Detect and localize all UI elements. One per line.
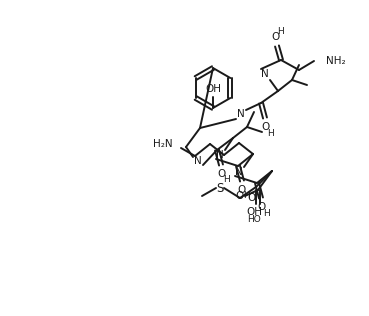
Text: H₂N: H₂N [154, 139, 173, 149]
Text: O: O [238, 185, 246, 195]
Text: S: S [216, 181, 224, 195]
Text: N: N [261, 69, 269, 79]
Text: H: H [267, 129, 273, 137]
Text: H: H [223, 175, 230, 185]
Text: O: O [261, 122, 269, 132]
Text: NH₂: NH₂ [326, 56, 346, 66]
Text: N: N [235, 167, 243, 177]
Text: O: O [247, 193, 255, 203]
Text: H: H [244, 191, 251, 200]
Text: N: N [216, 150, 224, 160]
Text: OH: OH [246, 207, 262, 217]
Text: O: O [272, 32, 280, 42]
Text: N: N [194, 156, 202, 166]
Text: HO: HO [247, 216, 261, 224]
Text: OH: OH [205, 84, 221, 94]
Text: O: O [236, 191, 244, 201]
Text: O: O [217, 169, 225, 179]
Text: O: O [257, 202, 265, 212]
Text: H: H [277, 27, 284, 37]
Text: H: H [263, 209, 269, 217]
Text: N: N [237, 109, 245, 119]
